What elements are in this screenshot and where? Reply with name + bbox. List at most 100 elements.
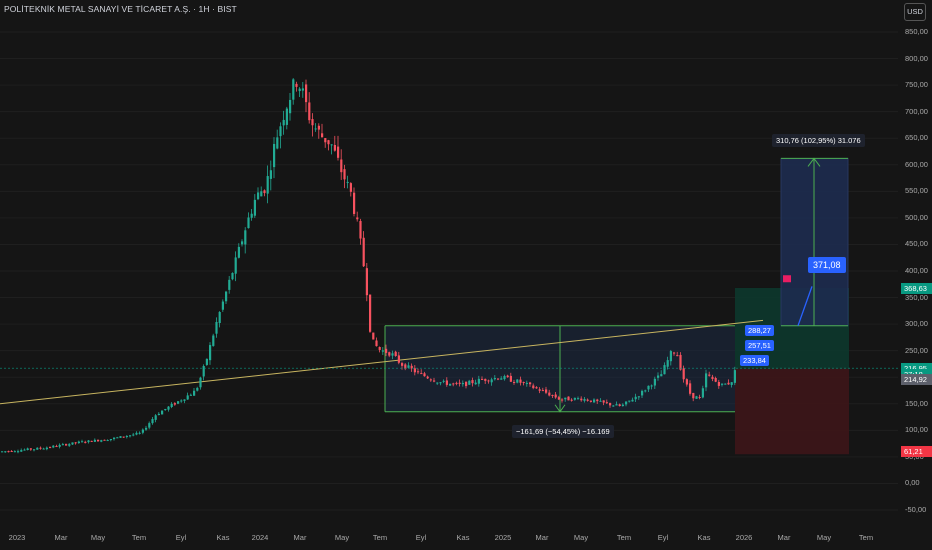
candle-body: [586, 399, 589, 401]
candle-body: [151, 419, 154, 424]
y-tick-label: 500,00: [905, 212, 928, 222]
candle-body: [417, 371, 420, 373]
candle-body: [730, 382, 733, 385]
candle-body: [391, 353, 394, 356]
candle-body: [609, 402, 612, 406]
candle-body: [26, 448, 29, 451]
currency-button[interactable]: USD: [904, 3, 926, 21]
candle-body: [285, 108, 288, 125]
candle-body: [545, 389, 548, 393]
x-tick-label: 2025: [494, 533, 512, 542]
candle-body: [471, 380, 474, 384]
candle-body: [225, 291, 228, 302]
candle-body: [1, 451, 4, 453]
candle-body: [90, 440, 93, 442]
target-price-label[interactable]: 371,08: [808, 257, 846, 273]
candle-body: [167, 406, 170, 410]
price-scale-label: 37:18: [901, 368, 932, 380]
x-tick-label: 2023: [8, 533, 26, 542]
y-tick-label: 700,00: [905, 106, 928, 116]
x-tick-label: Mar: [293, 533, 307, 542]
x-tick-label: May: [334, 533, 350, 542]
candle-body: [535, 387, 538, 389]
candle-body: [372, 332, 375, 340]
candle-body: [106, 440, 109, 442]
candle-body: [410, 365, 413, 369]
candle-body: [442, 380, 445, 382]
candle-body: [596, 399, 599, 402]
candle-body: [612, 405, 615, 407]
candle-body: [554, 394, 557, 398]
candle-body: [154, 415, 157, 420]
candle-body: [465, 381, 468, 387]
candle-body: [84, 441, 87, 443]
candle-body: [237, 246, 240, 258]
candle-body: [103, 439, 106, 441]
x-tick-label: 2026: [735, 533, 753, 542]
candle-body: [209, 345, 212, 361]
candle-body: [74, 442, 77, 444]
candle-body: [634, 396, 637, 400]
candle-body: [663, 365, 666, 375]
candle-body: [669, 351, 672, 362]
candle-body: [727, 382, 730, 385]
candle-body: [647, 385, 650, 390]
candle-body: [599, 400, 602, 402]
candle-body: [215, 321, 218, 334]
candle-body: [33, 449, 36, 451]
x-tick-label: Kas: [216, 533, 230, 542]
candle-body: [711, 376, 714, 380]
candle-body: [292, 79, 295, 100]
candle-body: [333, 145, 336, 151]
candle-body: [138, 432, 141, 434]
y-tick-label: 550,00: [905, 186, 928, 196]
candle-body: [330, 144, 333, 146]
candle-body: [61, 444, 64, 446]
candle-body: [708, 374, 711, 376]
candle-body: [113, 437, 116, 440]
y-tick-label: 350,00: [905, 292, 928, 302]
candle-body: [317, 125, 320, 130]
candle-body: [65, 444, 68, 446]
x-tick-label: Tem: [616, 533, 632, 542]
candle-body: [346, 181, 349, 183]
candle-body: [164, 408, 167, 410]
candle-body: [122, 436, 125, 438]
candle-body: [701, 388, 704, 398]
x-tick-label: May: [816, 533, 832, 542]
candle-body: [618, 404, 621, 407]
y-tick-label: 0,00: [905, 478, 920, 488]
candle-body: [356, 217, 359, 220]
candle-body: [340, 159, 343, 173]
candle-body: [282, 119, 285, 126]
candle-body: [679, 354, 682, 370]
candle-body: [516, 379, 519, 383]
candle-body: [269, 170, 272, 179]
candle-body: [308, 102, 311, 121]
candle-body: [401, 363, 404, 366]
candle-body: [199, 377, 202, 388]
candle-body: [420, 373, 423, 375]
candle-body: [157, 413, 160, 415]
candle-body: [436, 382, 439, 384]
candle-body: [631, 399, 634, 402]
candle-body: [231, 272, 234, 280]
y-tick-label: 100,00: [905, 425, 928, 435]
candle-body: [513, 381, 516, 383]
y-tick-label: 250,00: [905, 345, 928, 355]
target-pointer: [797, 286, 813, 326]
candle-body: [212, 335, 215, 346]
candle-body: [705, 373, 708, 388]
candle-body: [650, 385, 653, 387]
x-tick-label: Tem: [372, 533, 388, 542]
level-label-1: 288,27: [745, 325, 774, 336]
candle-body: [145, 427, 148, 430]
candle-body: [173, 403, 176, 405]
candle-body: [301, 88, 304, 91]
long-position-change-label: 310,76 (102,95%) 31.076: [772, 134, 865, 147]
candle-body: [52, 445, 55, 448]
candle-body: [493, 377, 496, 380]
y-tick-label: 650,00: [905, 133, 928, 143]
candle-body: [404, 364, 407, 369]
